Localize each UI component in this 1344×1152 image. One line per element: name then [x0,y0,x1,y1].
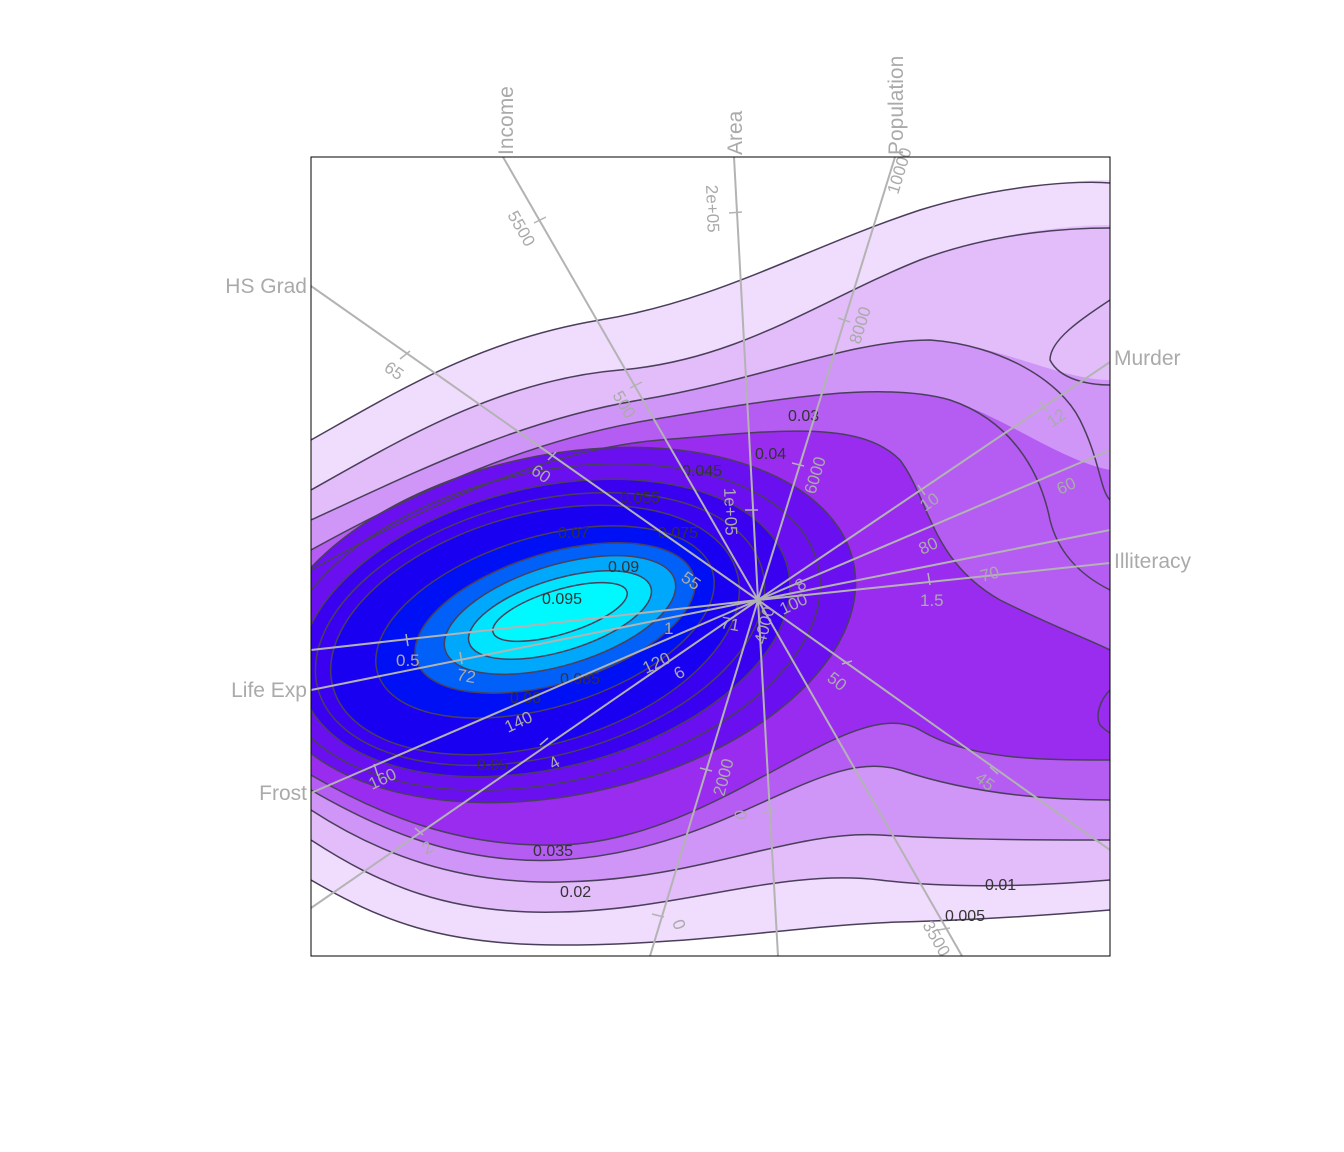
tick-ill-1: 1 [664,619,673,638]
contour-label-007: 0.07 [558,525,589,542]
axis-name-illiteracy: Illiteracy [1114,550,1192,573]
contour-label-005: 0.05 [477,757,508,774]
contour-label-002: 0.02 [560,884,591,901]
contour-label-001: 0.01 [985,877,1016,894]
contour-labels: 0.005 0.01 0.02 0.03 0.035 0.04 0.045 0.… [477,408,1016,925]
axis-ticks [373,211,1049,931]
axis-name-frost: Frost [259,782,307,805]
tick-area-2e05: 2e+05 [702,184,723,232]
contour-label-004: 0.04 [755,446,786,463]
contour-label-0005: 0.005 [945,908,985,925]
tick-extra-0a: 0 [731,809,751,820]
tick-area-1e05: 1e+05 [720,487,741,535]
contour-label-0035: 0.035 [533,843,573,860]
axis-name-income: Income [495,86,518,155]
contour-label-009: 0.09 [608,559,639,576]
tick-life-71: 71 [719,613,741,635]
contour-label-0055: 0.055 [620,490,660,507]
contour-label-003: 0.03 [788,408,819,425]
axis-names: Income Area Population Murder HS Grad Il… [225,56,1191,805]
axis-name-population: Population [885,56,908,155]
axis-name-murder: Murder [1114,347,1181,370]
contour-label-0045: 0.045 [682,463,722,480]
axis-name-area: Area [724,110,747,155]
contour-label-0085: 0.085 [560,671,600,688]
axis-name-hs-grad: HS Grad [225,275,307,298]
tick-extra-05: 0.5 [396,651,420,670]
tick-extra-70: 70 [978,563,1001,586]
tick-ill-15: 1.5 [920,591,944,610]
biplot-axes [311,157,1110,956]
tick-hs-65: 65 [381,358,407,384]
axis-name-life-exp: Life Exp [231,679,307,702]
tick-income-5500: 5500 [504,208,539,250]
tick-life-72: 72 [455,665,477,687]
contour-label-0095: 0.095 [542,591,582,608]
plot-border [310,156,1111,957]
